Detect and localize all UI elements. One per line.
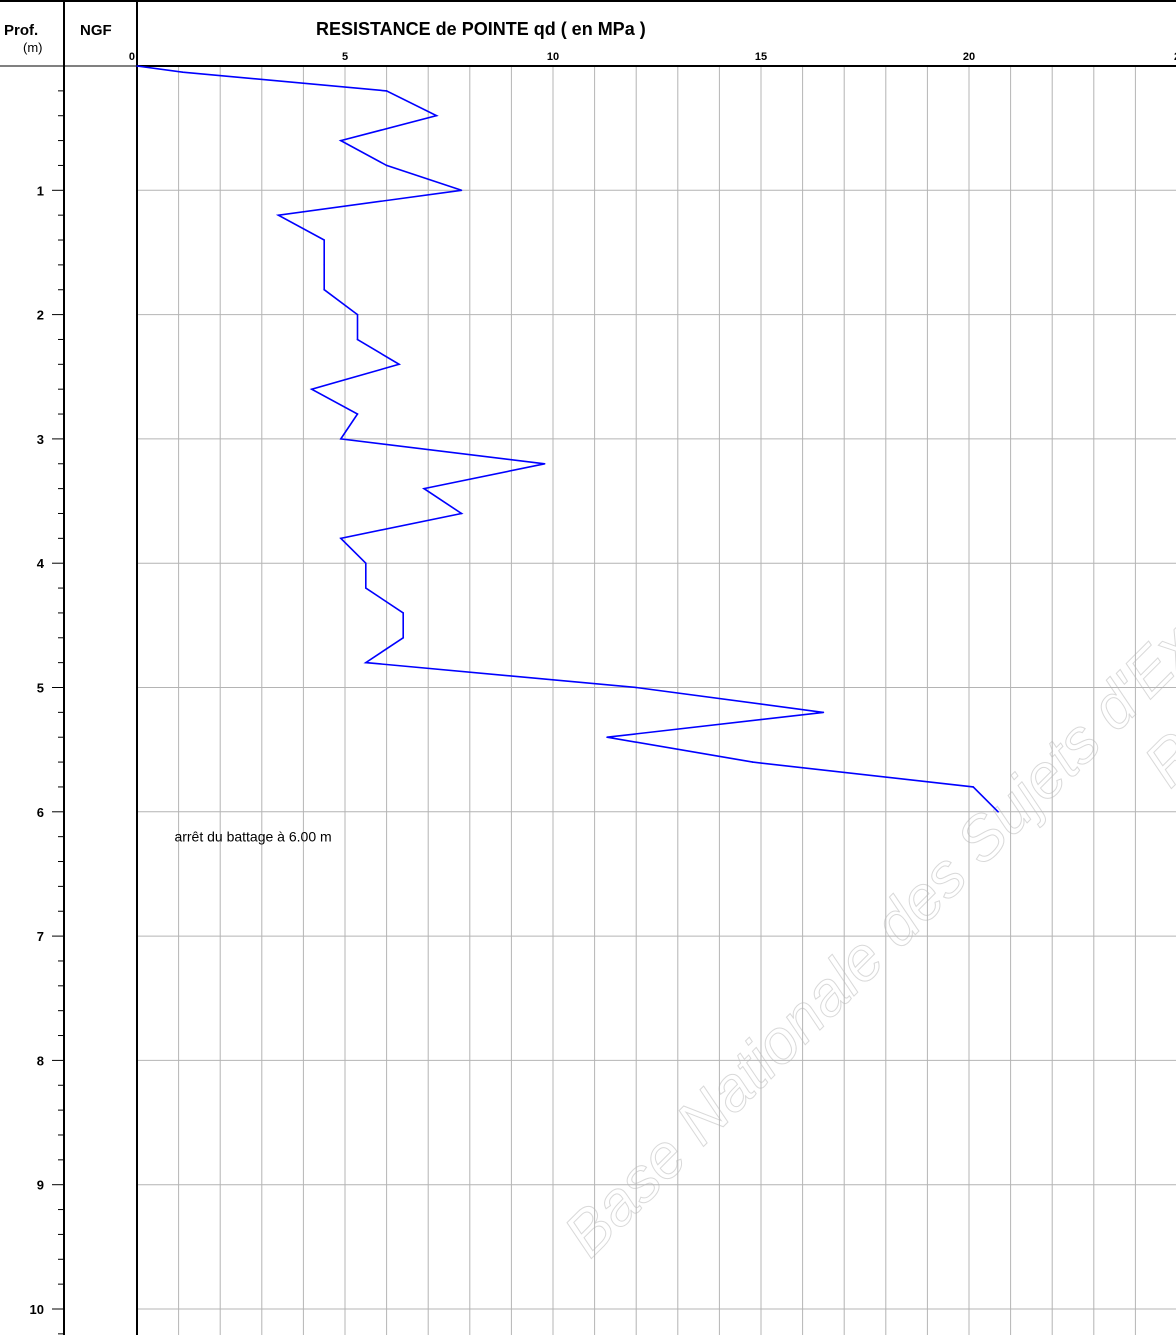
depth-label: 4 bbox=[37, 556, 45, 571]
qd-data-point bbox=[402, 636, 405, 639]
x-tick-label: 5 bbox=[342, 51, 348, 63]
qd-data-point bbox=[435, 114, 438, 117]
x-tick-label: 15 bbox=[755, 51, 767, 63]
qd-data-point bbox=[972, 786, 974, 788]
qd-data-point bbox=[423, 487, 425, 490]
qd-data-point bbox=[310, 388, 313, 390]
qd-data-point bbox=[606, 736, 608, 739]
x-tick-label: 2 bbox=[1174, 51, 1176, 63]
qd-data-point bbox=[635, 686, 637, 689]
qd-data-point bbox=[356, 313, 359, 316]
qd-data-point bbox=[398, 363, 400, 366]
qd-data-point bbox=[365, 562, 367, 564]
qd-data-point bbox=[277, 214, 280, 216]
y-axis-ticks: 1 2 3 4 5 6 7 8 9 10 bbox=[30, 90, 64, 1335]
qd-data-point bbox=[822, 711, 825, 714]
qd-data-point bbox=[460, 189, 463, 192]
chart-grid bbox=[137, 66, 1176, 1335]
qd-data-point bbox=[385, 90, 388, 92]
ngf-column-header: NGF bbox=[80, 22, 112, 39]
qd-data-point bbox=[385, 164, 388, 167]
qd-data-point bbox=[365, 661, 367, 664]
depth-label: 1 bbox=[37, 183, 44, 198]
qd-data-point bbox=[356, 413, 359, 415]
x-axis-ticks: 0 5 10 15 20 2 bbox=[129, 51, 1176, 63]
depth-label: 7 bbox=[37, 929, 44, 944]
qd-data-point bbox=[402, 612, 405, 614]
watermark-line-1: Base Nationale des Sujets d'Ex bbox=[551, 609, 1176, 1270]
stop-annotation: arrêt du battage à 6.00 m bbox=[174, 829, 331, 845]
depth-label: 10 bbox=[30, 1302, 44, 1317]
qd-data-point bbox=[543, 462, 546, 465]
depth-label: 9 bbox=[37, 1178, 44, 1193]
depth-label: 3 bbox=[37, 432, 44, 447]
qd-data-point bbox=[340, 139, 342, 142]
x-tick-label: 0 bbox=[129, 51, 135, 63]
qd-data-point bbox=[340, 438, 342, 440]
depth-label: 6 bbox=[37, 805, 44, 820]
chart-title: RESISTANCE de POINTE qd ( en MPa ) bbox=[316, 19, 646, 39]
depth-column-header: Prof. bbox=[4, 22, 38, 39]
watermark: Base Nationale des Sujets d'Ex R bbox=[551, 609, 1176, 1271]
depth-label: 5 bbox=[37, 681, 44, 696]
depth-label: 8 bbox=[37, 1053, 44, 1068]
qd-data-point bbox=[323, 239, 326, 241]
x-tick-label: 10 bbox=[547, 51, 559, 63]
data-series bbox=[136, 65, 999, 813]
x-tick-label: 20 bbox=[963, 51, 975, 63]
depth-label: 2 bbox=[37, 308, 44, 323]
qd-data-point bbox=[997, 811, 999, 813]
qd-data-point bbox=[340, 537, 342, 540]
qd-data-point bbox=[181, 71, 184, 74]
qd-data-point bbox=[460, 512, 463, 515]
qd-data-point bbox=[323, 264, 326, 266]
qd-profile-line bbox=[136, 65, 999, 813]
qd-data-point bbox=[365, 587, 367, 589]
depth-unit-label: (m) bbox=[23, 40, 43, 55]
qd-data-point bbox=[751, 761, 754, 763]
qd-data-point bbox=[323, 288, 326, 291]
qd-data-point bbox=[136, 65, 138, 67]
qd-data-point bbox=[356, 338, 359, 341]
